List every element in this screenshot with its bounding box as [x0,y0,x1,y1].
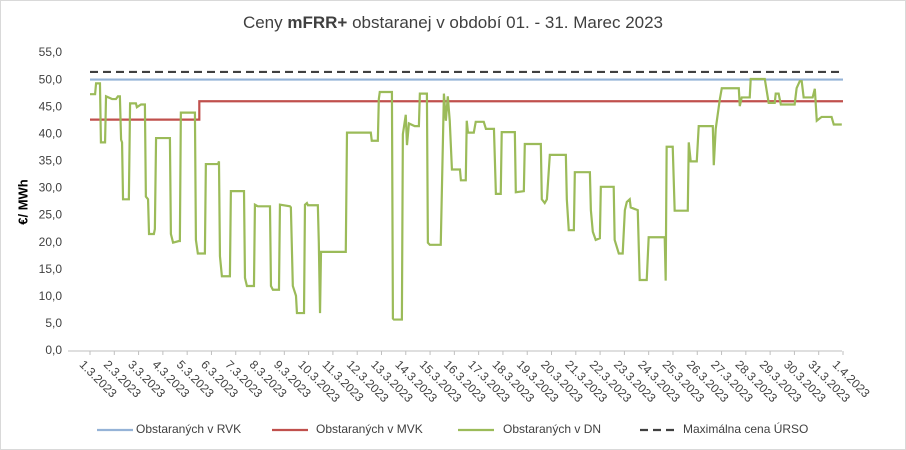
y-tick-label: 0,0 [45,343,62,357]
legend-label: Obstaraných v DN [503,422,601,436]
chart-title: Ceny mFRR+ obstaranej v období 01. - 31.… [243,13,663,32]
y-tick-label: 55,0 [39,45,63,59]
y-tick-label: 20,0 [39,235,63,249]
y-axis-label: €/ MWh [15,179,30,225]
series-line [90,77,842,321]
legend-label: Obstaraných v RVK [136,422,241,436]
y-tick-label: 10,0 [39,289,63,303]
y-tick-label: 15,0 [39,262,63,276]
title-part: obstaranej v období 01. - 31. Marec 2023 [352,13,663,32]
y-tick-label: 30,0 [39,181,63,195]
y-tick-label: 35,0 [39,154,63,168]
legend-label: Obstaraných v MVK [316,422,423,436]
title-part: mFRR+ [287,13,347,32]
legend-label: Maximálna cena ÚRSO [683,421,808,436]
y-tick-label: 40,0 [39,126,63,140]
y-tick-label: 5,0 [45,316,62,330]
y-tick-label: 45,0 [39,99,63,113]
y-tick-label: 50,0 [39,72,63,86]
title-part: Ceny [243,13,283,32]
y-tick-label: 25,0 [39,208,63,222]
